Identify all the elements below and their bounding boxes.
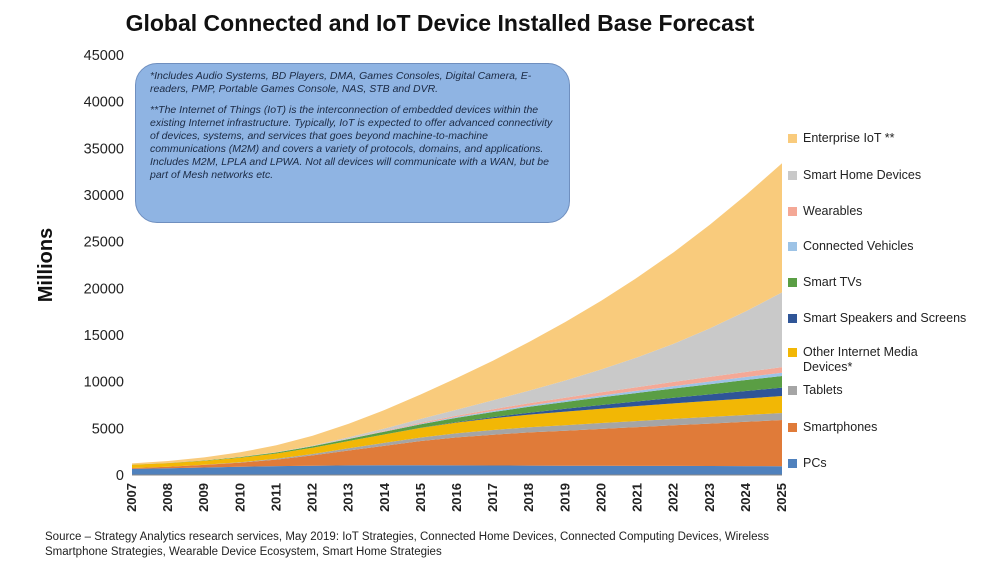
legend-swatch bbox=[788, 278, 797, 287]
y-tick-label-7: 35000 bbox=[84, 141, 124, 157]
legend-label: Smart Home Devices bbox=[803, 168, 922, 182]
legend-item-5: Smart Speakers and Screens bbox=[788, 311, 966, 326]
legend-item-4: Smart TVs bbox=[788, 275, 862, 290]
legend-label: Other Internet Media Devices* bbox=[803, 345, 918, 374]
y-tick-label-5: 25000 bbox=[84, 235, 124, 251]
area-series-1 bbox=[132, 420, 782, 469]
area-series-3 bbox=[132, 396, 782, 468]
x-tick-label-9: 2016 bbox=[449, 483, 464, 512]
x-tick-label-8: 2015 bbox=[413, 483, 428, 512]
x-tick-label-13: 2020 bbox=[593, 483, 608, 512]
legend-swatch bbox=[788, 207, 797, 216]
legend-swatch bbox=[788, 386, 797, 395]
legend-item-9: PCs bbox=[788, 456, 827, 471]
legend-label: Smart Speakers and Screens bbox=[803, 311, 967, 325]
area-series-2 bbox=[132, 413, 782, 468]
legend-label: PCs bbox=[803, 456, 827, 470]
footnote-iot-definition: **The Internet of Things (IoT) is the in… bbox=[150, 104, 553, 181]
legend-item-8: Smartphones bbox=[788, 420, 877, 435]
area-series-5 bbox=[132, 376, 782, 465]
x-tick-label-3: 2010 bbox=[232, 483, 247, 512]
legend-swatch bbox=[788, 459, 797, 468]
y-tick-label-4: 20000 bbox=[84, 281, 124, 297]
y-tick-label-6: 30000 bbox=[84, 188, 124, 204]
x-tick-label-5: 2012 bbox=[305, 483, 320, 512]
legend-label: Smart TVs bbox=[803, 275, 862, 289]
legend-swatch bbox=[788, 171, 797, 180]
x-tick-label-17: 2024 bbox=[738, 482, 753, 512]
y-axis-label: Millions bbox=[35, 228, 57, 302]
legend-item-0: Enterprise IoT ** bbox=[788, 131, 894, 146]
x-tick-label-2: 2009 bbox=[196, 483, 211, 512]
legend-label: Tablets bbox=[803, 383, 843, 397]
chart-title: Global Connected and IoT Device Installe… bbox=[125, 10, 755, 36]
legend-swatch bbox=[788, 134, 797, 143]
x-tick-label-11: 2018 bbox=[521, 483, 536, 512]
legend-label: Smartphones bbox=[803, 420, 878, 434]
footnote-media-devices: *Includes Audio Systems, BD Players, DMA… bbox=[150, 70, 532, 95]
x-tick-label-18: 2025 bbox=[774, 483, 789, 512]
x-tick-label-7: 2014 bbox=[377, 482, 392, 512]
x-tick-label-15: 2022 bbox=[666, 483, 681, 512]
legend-label: Enterprise IoT ** bbox=[803, 131, 895, 145]
legend-swatch bbox=[788, 348, 797, 357]
legend-item-7: Tablets bbox=[788, 383, 843, 398]
legend-label: Connected Vehicles bbox=[803, 239, 914, 253]
area-series-9 bbox=[132, 163, 782, 465]
area-series-7 bbox=[132, 367, 782, 465]
legend-swatch bbox=[788, 314, 797, 323]
legend-swatch bbox=[788, 423, 797, 432]
x-tick-label-10: 2017 bbox=[485, 483, 500, 512]
footnote-box: *Includes Audio Systems, BD Players, DMA… bbox=[135, 63, 570, 223]
area-series-0 bbox=[132, 465, 782, 475]
x-tick-label-14: 2021 bbox=[630, 483, 645, 512]
area-series-6 bbox=[132, 372, 782, 465]
y-tick-label-1: 5000 bbox=[92, 421, 124, 437]
legend-item-2: Wearables bbox=[788, 204, 863, 219]
x-tick-label-16: 2023 bbox=[702, 483, 717, 512]
legend-item-3: Connected Vehicles bbox=[788, 239, 914, 254]
area-series-4 bbox=[132, 387, 782, 465]
legend-swatch bbox=[788, 242, 797, 251]
x-tick-label-6: 2013 bbox=[341, 483, 356, 512]
area-series-8 bbox=[132, 292, 782, 465]
x-tick-label-4: 2011 bbox=[268, 483, 283, 511]
y-tick-label-2: 10000 bbox=[84, 375, 124, 391]
source-note: Source – Strategy Analytics research ser… bbox=[45, 531, 769, 558]
x-tick-label-12: 2019 bbox=[557, 483, 572, 512]
legend-label: Wearables bbox=[803, 204, 863, 218]
legend-item-1: Smart Home Devices bbox=[788, 168, 921, 183]
x-tick-label-1: 2008 bbox=[160, 483, 175, 512]
y-tick-label-8: 40000 bbox=[84, 95, 124, 111]
y-tick-label-9: 45000 bbox=[84, 48, 124, 64]
legend-item-6: Other Internet Media Devices* bbox=[788, 345, 923, 375]
x-tick-label-0: 2007 bbox=[124, 483, 139, 512]
y-tick-label-3: 15000 bbox=[84, 328, 124, 344]
y-tick-label-0: 0 bbox=[116, 468, 124, 484]
